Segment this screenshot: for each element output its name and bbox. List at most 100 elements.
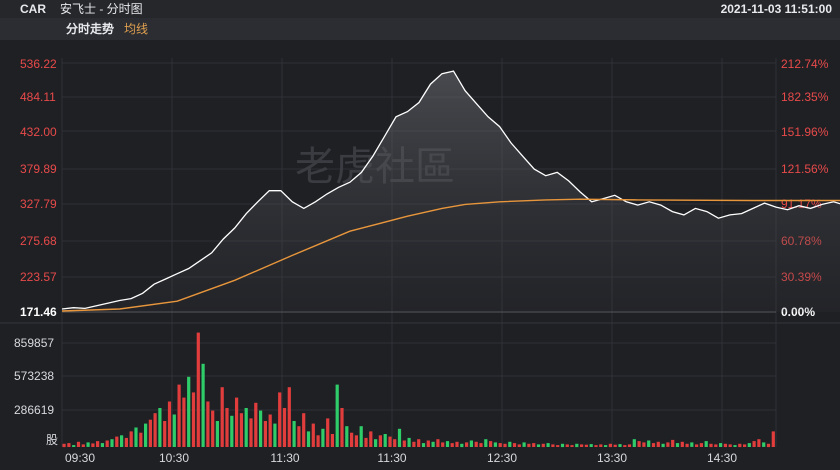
volume-bar (599, 444, 603, 447)
volume-bar (436, 439, 440, 447)
volume-bar (637, 441, 641, 447)
volume-bar (62, 443, 66, 448)
tab-intraday[interactable]: 分时走势 (66, 22, 115, 36)
volume-bar (378, 435, 382, 447)
volume-bar (512, 443, 517, 447)
volume-bar (570, 445, 574, 447)
volume-bar (517, 444, 521, 447)
volume-bar (230, 415, 234, 447)
average-line (61, 198, 840, 312)
volume-bar (465, 442, 469, 447)
volume-bar (144, 423, 148, 447)
volume-bar (618, 444, 622, 447)
volume-bar (148, 419, 152, 447)
x-tick: 11:30 (270, 451, 299, 465)
y-tick-right: 121.56% (781, 162, 829, 176)
volume-bar (627, 444, 632, 447)
volume-bar (206, 401, 210, 447)
volume-bar (67, 443, 71, 447)
volume-bar (139, 432, 143, 447)
volume-bar (239, 413, 243, 447)
volume-bar (719, 443, 723, 447)
volume-bar (671, 439, 675, 447)
volume-bar (383, 434, 387, 447)
volume-bar (733, 445, 737, 447)
volume-bar (86, 442, 90, 447)
volume-bar (91, 443, 95, 447)
volume-bar (771, 431, 775, 447)
volume-bar (421, 443, 426, 447)
volume-bar (441, 442, 445, 447)
volume-bar (167, 401, 172, 447)
volume-bar (259, 410, 263, 447)
volume-bar (316, 435, 320, 447)
y-tick-left: 171.46 (20, 305, 57, 319)
volume-bar (536, 444, 541, 447)
volume-bar (115, 436, 119, 447)
volume-bar (704, 441, 708, 447)
volume-bar (709, 443, 713, 448)
volume-tick: 859857 (14, 336, 54, 350)
volume-bar (374, 439, 378, 447)
volume-bar (330, 434, 334, 447)
volume-bar (402, 440, 406, 447)
volume-bar (134, 427, 138, 447)
title-bar: CAR 安飞士 - 分时图 2021-11-03 11:51:00 (0, 0, 840, 18)
volume-bar (762, 442, 766, 447)
volume-bar (273, 423, 277, 447)
volume-bar (278, 392, 282, 447)
volume-bar (235, 397, 239, 447)
volume-bar (388, 436, 392, 447)
volume-bar (254, 402, 258, 447)
volume-bar (594, 445, 598, 447)
volume-bar (474, 441, 478, 447)
tab-bar: 分时走势 均线 (0, 18, 840, 40)
volume-bar (124, 437, 128, 447)
price-area (62, 71, 840, 312)
volume-bar (211, 410, 215, 447)
y-tick-right: 212.74% (781, 57, 829, 71)
volume-bar (407, 437, 411, 447)
price-line (61, 70, 840, 310)
volume-bar (455, 441, 459, 447)
volume-bar (503, 443, 507, 448)
volume-bar (661, 443, 665, 448)
ticker-symbol: CAR (20, 2, 46, 16)
x-tick: 09:30 (65, 451, 95, 465)
y-tick-right: 182.35% (781, 90, 829, 104)
volume-bar (752, 441, 756, 447)
volume-bar (565, 444, 569, 447)
volume-bar (321, 428, 325, 447)
volume-bar (680, 441, 684, 447)
volume-bar (153, 413, 157, 447)
volume-bar (249, 418, 253, 447)
volume-bar (757, 439, 761, 447)
volume-bar (498, 443, 502, 447)
volume-bar (350, 432, 354, 447)
volume-bar (105, 440, 109, 447)
volume-bar (445, 441, 450, 447)
x-tick: 12:30 (487, 451, 517, 465)
volume-bar (527, 443, 531, 448)
volume-bar (191, 392, 196, 447)
volume-bar (110, 439, 114, 447)
volume-bar (172, 414, 176, 447)
volume-bar (489, 441, 493, 447)
volume-tick: 573238 (14, 369, 54, 383)
volume-bar (608, 443, 612, 448)
volume-bar (263, 421, 267, 447)
volume-bar (100, 443, 104, 447)
volume-bar (469, 440, 473, 447)
volume-bar (297, 426, 301, 447)
tab-average[interactable]: 均线 (124, 22, 149, 36)
y-tick-left: 223.57 (20, 270, 57, 284)
y-tick-left: 379.89 (20, 162, 57, 176)
volume-bar (484, 439, 488, 447)
volume-bar (287, 387, 291, 447)
volume-bar (532, 443, 536, 447)
x-tick: 11:30 (377, 451, 406, 465)
volume-bar (738, 443, 742, 448)
volume-bar (695, 444, 699, 447)
volume-bar (675, 443, 680, 447)
y-tick-left: 536.22 (20, 57, 57, 71)
